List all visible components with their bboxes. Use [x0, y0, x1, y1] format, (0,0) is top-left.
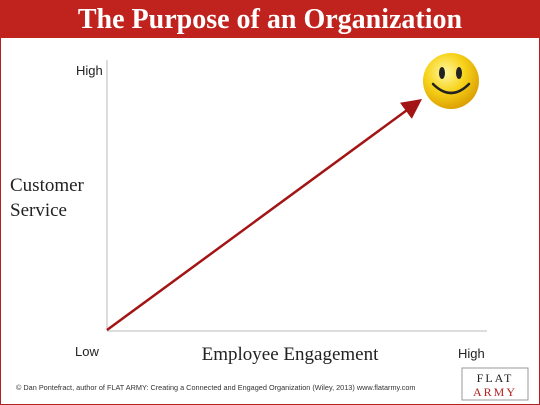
- smiley: [423, 53, 479, 109]
- logo-text: ARMY: [473, 385, 517, 399]
- title: The Purpose of an Organization: [78, 4, 463, 35]
- title-bar: [0, 0, 540, 38]
- y-axis-label: Customer: [10, 175, 85, 196]
- trend-arrow: [106, 99, 423, 332]
- x-low-label: Low: [75, 344, 99, 359]
- y-high-label: High: [76, 63, 103, 78]
- credit: © Dan Pontefract, author of FLAT ARMY: C…: [16, 383, 415, 392]
- y-axis-label: Service: [10, 200, 67, 221]
- logo: FLAT ARMY: [461, 367, 529, 401]
- x-high-label: High: [458, 346, 485, 361]
- x-axis-label: Employee Engagement: [202, 344, 379, 365]
- logo-text: FLAT: [477, 371, 514, 385]
